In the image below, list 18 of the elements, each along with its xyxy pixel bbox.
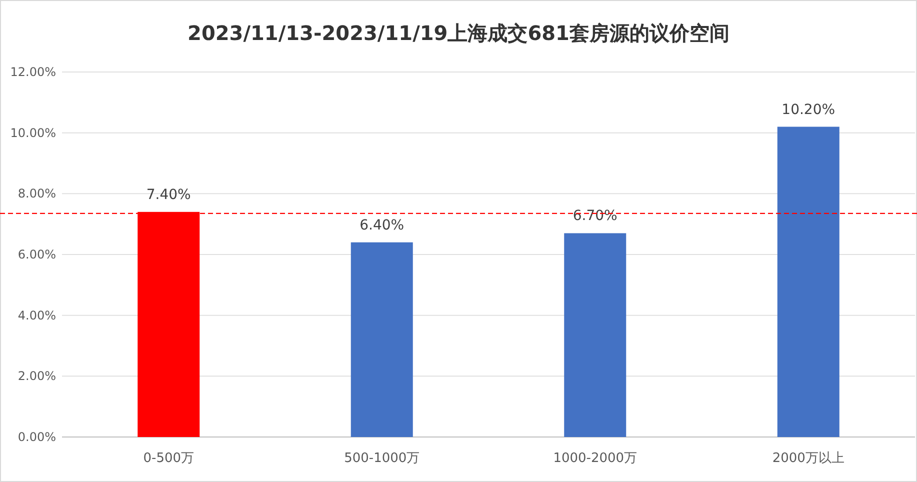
y-tick-label: 8.00% (18, 186, 56, 201)
data-label: 6.40% (360, 217, 404, 234)
y-tick-label: 10.00% (10, 126, 56, 140)
y-tick-label: 6.00% (18, 248, 56, 262)
bar (564, 233, 626, 437)
x-tick-label: 1000-2000万 (553, 451, 638, 466)
y-tick-label: 12.00% (10, 65, 56, 79)
y-tick-label: 0.00% (18, 430, 56, 444)
data-label: 10.20% (782, 102, 836, 118)
x-tick-label: 500-1000万 (344, 451, 420, 466)
chart-title: 2023/11/13-2023/11/19上海成交681套房源的议价空间 (188, 21, 730, 45)
y-tick-label: 2.00% (18, 369, 56, 384)
x-tick-label: 0-500万 (143, 451, 194, 466)
bar (777, 126, 840, 437)
x-tick-label: 2000万以上 (772, 451, 844, 466)
data-label: 7.40% (146, 186, 191, 203)
y-tick-label: 4.00% (18, 308, 56, 322)
bar (350, 242, 413, 437)
